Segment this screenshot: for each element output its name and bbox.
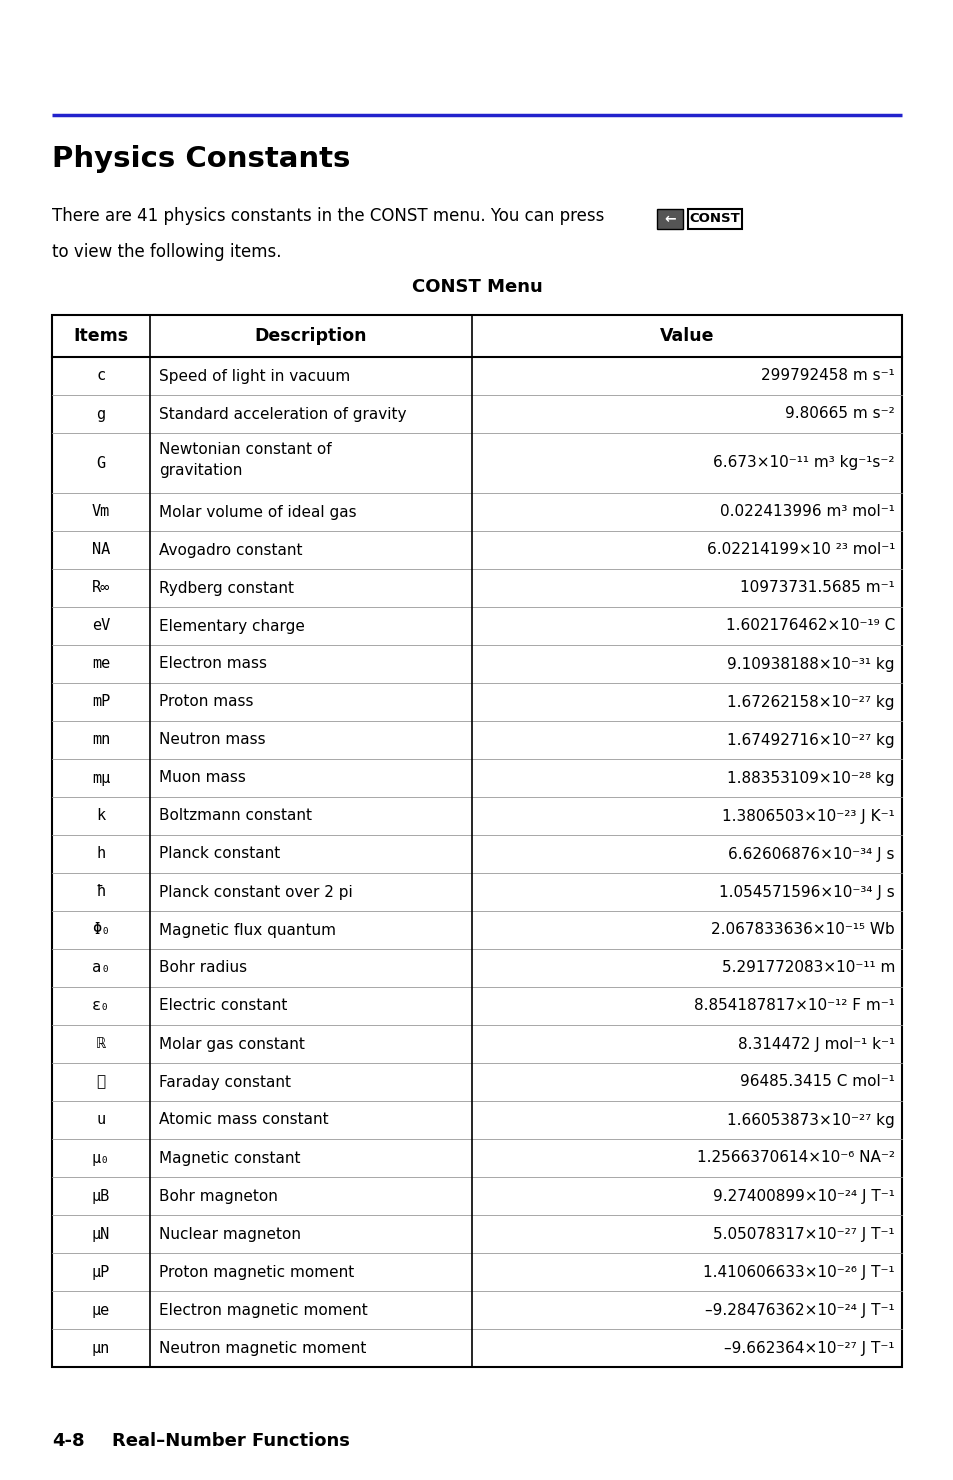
Text: Molar volume of ideal gas: Molar volume of ideal gas <box>159 505 356 519</box>
Text: –9.28476362×10⁻²⁴ J T⁻¹: –9.28476362×10⁻²⁴ J T⁻¹ <box>704 1302 894 1317</box>
Text: mP: mP <box>91 694 110 709</box>
Text: 9.80665 m s⁻²: 9.80665 m s⁻² <box>784 407 894 422</box>
Text: mn: mn <box>91 733 110 747</box>
Text: mμ: mμ <box>91 771 110 786</box>
Text: Standard acceleration of gravity: Standard acceleration of gravity <box>159 407 406 422</box>
Text: ←: ← <box>663 212 675 226</box>
Text: Magnetic flux quantum: Magnetic flux quantum <box>159 922 335 937</box>
Text: 6.673×10⁻¹¹ m³ kg⁻¹s⁻²: 6.673×10⁻¹¹ m³ kg⁻¹s⁻² <box>713 456 894 471</box>
Text: 96485.3415 C mol⁻¹: 96485.3415 C mol⁻¹ <box>740 1074 894 1089</box>
Text: k: k <box>96 808 106 823</box>
Text: μe: μe <box>91 1302 110 1317</box>
Text: G: G <box>96 456 106 471</box>
Bar <box>52 315 901 1368</box>
Text: Electron mass: Electron mass <box>159 657 267 672</box>
Text: 1.66053873×10⁻²⁷ kg: 1.66053873×10⁻²⁷ kg <box>726 1113 894 1128</box>
Text: h: h <box>96 847 106 861</box>
Text: 1.602176462×10⁻¹⁹ C: 1.602176462×10⁻¹⁹ C <box>725 619 894 633</box>
Text: ħ: ħ <box>96 885 106 900</box>
Text: Bohr magneton: Bohr magneton <box>159 1188 277 1203</box>
Text: 1.3806503×10⁻²³ J K⁻¹: 1.3806503×10⁻²³ J K⁻¹ <box>721 808 894 823</box>
Text: R∞: R∞ <box>91 580 110 595</box>
Text: μ₀: μ₀ <box>91 1150 110 1166</box>
Text: Boltzmann constant: Boltzmann constant <box>159 808 312 823</box>
Text: 2.067833636×10⁻¹⁵ Wb: 2.067833636×10⁻¹⁵ Wb <box>711 922 894 937</box>
FancyBboxPatch shape <box>657 209 682 229</box>
Text: Bohr radius: Bohr radius <box>159 961 247 975</box>
Text: Elementary charge: Elementary charge <box>159 619 305 633</box>
Text: Neutron mass: Neutron mass <box>159 733 265 747</box>
Text: Atomic mass constant: Atomic mass constant <box>159 1113 328 1128</box>
Text: 4-8: 4-8 <box>52 1433 85 1450</box>
Text: u: u <box>96 1113 106 1128</box>
Text: Nuclear magneton: Nuclear magneton <box>159 1227 301 1242</box>
Text: 1.88353109×10⁻²⁸ kg: 1.88353109×10⁻²⁸ kg <box>727 771 894 786</box>
Text: CONST Menu: CONST Menu <box>411 278 542 296</box>
Text: Φ₀: Φ₀ <box>91 922 110 937</box>
Text: 8.314472 J mol⁻¹ k⁻¹: 8.314472 J mol⁻¹ k⁻¹ <box>737 1036 894 1051</box>
Text: ε₀: ε₀ <box>91 999 110 1014</box>
Text: Muon mass: Muon mass <box>159 771 246 786</box>
Text: μB: μB <box>91 1188 110 1203</box>
Text: NA: NA <box>91 543 110 558</box>
Text: 299792458 m s⁻¹: 299792458 m s⁻¹ <box>760 369 894 383</box>
Text: 5.05078317×10⁻²⁷ J T⁻¹: 5.05078317×10⁻²⁷ J T⁻¹ <box>713 1227 894 1242</box>
Text: ᴏ: ᴏ <box>96 1074 106 1089</box>
Text: Neutron magnetic moment: Neutron magnetic moment <box>159 1341 366 1356</box>
Text: –9.662364×10⁻²⁷ J T⁻¹: –9.662364×10⁻²⁷ J T⁻¹ <box>723 1341 894 1356</box>
Text: μP: μP <box>91 1264 110 1280</box>
Text: Proton mass: Proton mass <box>159 694 253 709</box>
Text: Items: Items <box>73 327 129 345</box>
Text: g: g <box>96 407 106 422</box>
Text: Description: Description <box>254 327 367 345</box>
Text: 9.27400899×10⁻²⁴ J T⁻¹: 9.27400899×10⁻²⁴ J T⁻¹ <box>713 1188 894 1203</box>
Text: μn: μn <box>91 1341 110 1356</box>
Text: Speed of light in vacuum: Speed of light in vacuum <box>159 369 350 383</box>
Text: Molar gas constant: Molar gas constant <box>159 1036 305 1051</box>
Text: Real–Number Functions: Real–Number Functions <box>112 1433 350 1450</box>
Text: Physics Constants: Physics Constants <box>52 145 350 173</box>
Text: me: me <box>91 657 110 672</box>
Text: 6.62606876×10⁻³⁴ J s: 6.62606876×10⁻³⁴ J s <box>728 847 894 861</box>
Text: ℝ: ℝ <box>96 1036 106 1051</box>
Text: 6.02214199×10 ²³ mol⁻¹: 6.02214199×10 ²³ mol⁻¹ <box>706 543 894 558</box>
Text: 1.410606633×10⁻²⁶ J T⁻¹: 1.410606633×10⁻²⁶ J T⁻¹ <box>702 1264 894 1280</box>
Text: Vm: Vm <box>91 505 110 519</box>
Text: eV: eV <box>91 619 110 633</box>
Text: 1.67262158×10⁻²⁷ kg: 1.67262158×10⁻²⁷ kg <box>727 694 894 709</box>
Text: 5.291772083×10⁻¹¹ m: 5.291772083×10⁻¹¹ m <box>720 961 894 975</box>
Text: c: c <box>96 369 106 383</box>
Text: 1.2566370614×10⁻⁶ NA⁻²: 1.2566370614×10⁻⁶ NA⁻² <box>697 1150 894 1166</box>
Text: Planck constant: Planck constant <box>159 847 280 861</box>
Text: gravitation: gravitation <box>159 463 242 478</box>
Text: 10973731.5685 m⁻¹: 10973731.5685 m⁻¹ <box>740 580 894 595</box>
Text: μN: μN <box>91 1227 110 1242</box>
Text: 9.10938188×10⁻³¹ kg: 9.10938188×10⁻³¹ kg <box>727 657 894 672</box>
Text: CONST: CONST <box>689 213 740 225</box>
Text: 0.022413996 m³ mol⁻¹: 0.022413996 m³ mol⁻¹ <box>720 505 894 519</box>
Text: Avogadro constant: Avogadro constant <box>159 543 302 558</box>
Text: There are 41 physics constants in the CONST menu. You can press: There are 41 physics constants in the CO… <box>52 207 604 225</box>
Text: 1.67492716×10⁻²⁷ kg: 1.67492716×10⁻²⁷ kg <box>726 733 894 747</box>
Text: Proton magnetic moment: Proton magnetic moment <box>159 1264 354 1280</box>
Text: Faraday constant: Faraday constant <box>159 1074 291 1089</box>
Text: Magnetic constant: Magnetic constant <box>159 1150 300 1166</box>
Text: Electron magnetic moment: Electron magnetic moment <box>159 1302 367 1317</box>
Text: Planck constant over 2 pi: Planck constant over 2 pi <box>159 885 353 900</box>
Text: Value: Value <box>659 327 714 345</box>
Text: Rydberg constant: Rydberg constant <box>159 580 294 595</box>
Text: a₀: a₀ <box>91 961 110 975</box>
Text: to view the following items.: to view the following items. <box>52 243 281 260</box>
Text: Newtonian constant of: Newtonian constant of <box>159 443 332 457</box>
Text: 8.854187817×10⁻¹² F m⁻¹: 8.854187817×10⁻¹² F m⁻¹ <box>694 999 894 1014</box>
FancyBboxPatch shape <box>687 209 741 229</box>
Text: 1.054571596×10⁻³⁴ J s: 1.054571596×10⁻³⁴ J s <box>719 885 894 900</box>
Text: Electric constant: Electric constant <box>159 999 287 1014</box>
